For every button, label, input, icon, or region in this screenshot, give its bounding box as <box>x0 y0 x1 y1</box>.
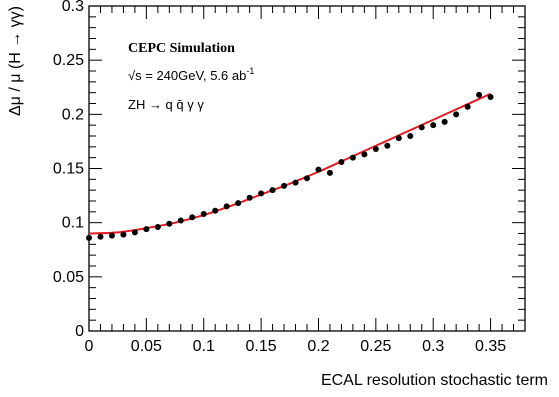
y-tick-label: 0.3 <box>62 0 84 15</box>
y-axis: 0 0.05 0.1 0.15 0.2 0.25 0.3 <box>53 0 525 340</box>
x-tick-label: 0 <box>85 338 94 355</box>
annotation-lumi-exponent: -1 <box>246 66 254 76</box>
data-point <box>258 190 265 197</box>
annotation-sqrt-s: √s <box>128 68 142 83</box>
data-point <box>326 169 333 176</box>
data-point <box>361 151 368 158</box>
data-point <box>108 232 115 239</box>
data-point <box>86 234 92 241</box>
data-point <box>384 142 391 149</box>
data-point <box>476 91 483 98</box>
data-point <box>441 118 448 125</box>
y-tick-label: 0.2 <box>62 106 84 123</box>
data-point <box>120 231 127 238</box>
y-tick-label: 0.05 <box>53 269 84 286</box>
data-point <box>418 124 425 131</box>
data-point <box>407 133 414 139</box>
data-point <box>131 229 138 236</box>
data-point <box>338 159 345 165</box>
x-tick-label: 0.2 <box>307 338 329 355</box>
data-point <box>235 200 242 207</box>
data-point <box>292 179 299 186</box>
x-tick-label: 0.25 <box>360 338 391 355</box>
fit-curve-layer <box>88 92 491 235</box>
x-axis-title: ECAL resolution stochastic term <box>321 372 548 389</box>
data-point <box>212 207 219 214</box>
data-point <box>315 166 322 173</box>
annotation-energy-lumi: √s = 240GeV, 5.6 ab-1 <box>128 66 254 83</box>
y-tick-label: 0 <box>75 323 84 340</box>
data-point <box>223 203 230 210</box>
annotation-energy-text: = 240GeV, 5.6 ab <box>142 68 247 83</box>
x-axis: 0 0.05 0.1 0.15 0.2 0.25 0.3 0.35 <box>85 6 526 355</box>
data-point <box>430 122 437 129</box>
data-points-layer <box>86 91 494 241</box>
x-tick-label: 0.1 <box>193 338 215 355</box>
data-point <box>453 111 460 118</box>
y-tick-label: 0.1 <box>62 215 84 232</box>
data-point <box>246 194 253 201</box>
y-tick-label: 0.25 <box>53 52 84 69</box>
data-point <box>487 94 494 100</box>
data-point <box>200 211 207 217</box>
x-tick-label: 0.3 <box>422 338 444 355</box>
data-point <box>349 154 356 161</box>
data-point <box>395 135 402 142</box>
data-point <box>304 175 310 182</box>
y-axis-title: Δμ / μ (H → γγ) <box>7 6 24 116</box>
y-tick-label: 0.15 <box>53 161 84 178</box>
annotation-cepc-simulation: CEPC Simulation <box>128 41 235 56</box>
data-point <box>269 187 276 194</box>
data-point <box>166 220 173 227</box>
data-point <box>97 233 104 240</box>
data-point <box>189 214 196 221</box>
data-point <box>281 182 288 189</box>
annotation-process: ZH → q q̄ γ γ <box>128 97 204 112</box>
data-point <box>177 217 184 224</box>
data-point <box>372 146 379 152</box>
fit-curve <box>88 92 491 235</box>
data-point <box>464 103 471 110</box>
data-point <box>154 224 161 230</box>
data-point <box>143 226 150 233</box>
x-tick-label: 0.05 <box>131 338 162 355</box>
x-tick-label: 0.15 <box>246 338 277 355</box>
x-tick-label: 0.35 <box>475 338 506 355</box>
annotation-block: CEPC Simulation √s = 240GeV, 5.6 ab-1 ZH… <box>128 41 254 112</box>
